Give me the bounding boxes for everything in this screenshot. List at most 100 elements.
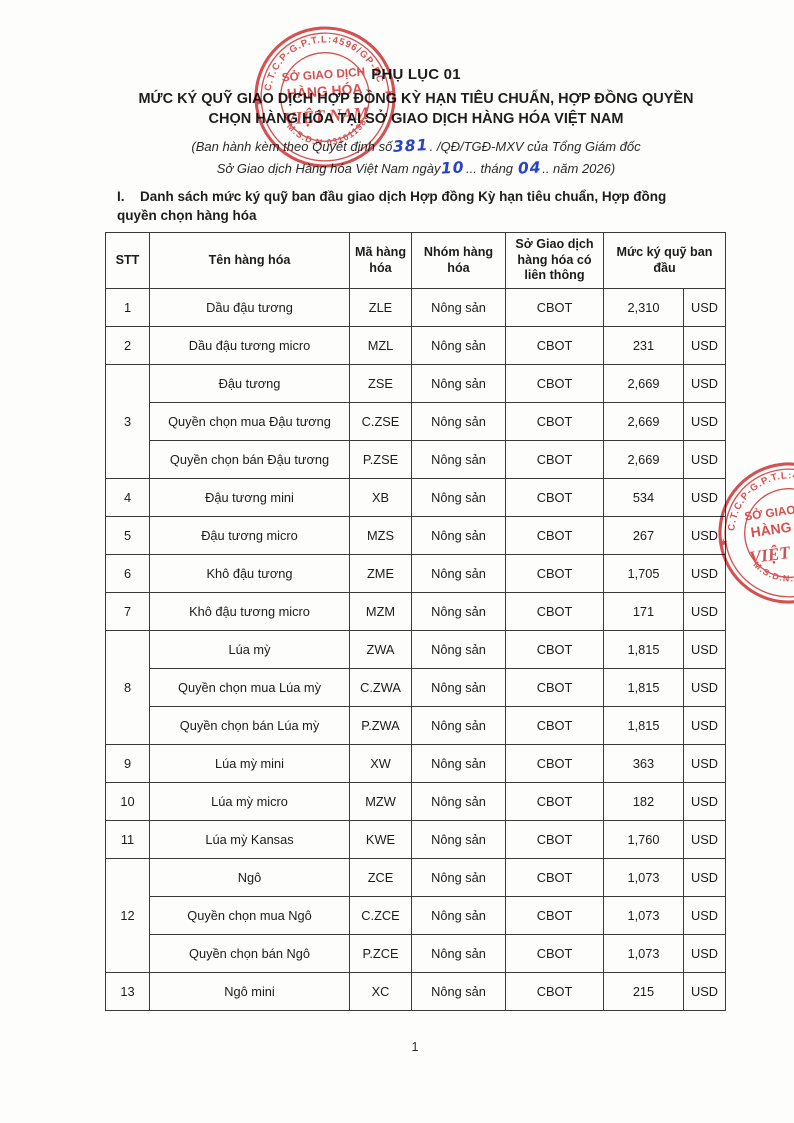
- commodity-code-cell: MZW: [349, 782, 412, 821]
- commodity-name-cell: Đậu tương micro: [149, 516, 350, 555]
- commodity-group-cell: Nông sản: [411, 516, 506, 555]
- handwritten-day: 10: [441, 157, 466, 178]
- commodity-code-cell: P.ZSE: [349, 440, 412, 479]
- margin-value-cell: 267: [603, 516, 684, 555]
- stt-cell: 6: [105, 554, 150, 593]
- currency-cell: USD: [682, 782, 727, 821]
- section-heading: I. Danh sách mức ký quỹ ban đầu giao dịch…: [117, 188, 731, 226]
- stt-cell: 2: [105, 326, 150, 365]
- table-row: 9 Lúa mỳ mini XW Nông sản CBOT 363 USD: [105, 744, 727, 783]
- commodity-name-cell: Quyền chọn mua Lúa mỳ: [149, 668, 350, 707]
- commodity-group-cell: Nông sản: [411, 820, 506, 859]
- exchange-cell: CBOT: [505, 326, 604, 365]
- margin-value-cell: 2,669: [603, 364, 684, 403]
- commodity-group-cell: Nông sản: [411, 288, 506, 327]
- commodity-name-cell: Dầu đậu tương micro: [149, 326, 350, 365]
- commodity-code-cell: ZME: [349, 554, 412, 593]
- table-row: 4 Đậu tương mini XB Nông sản CBOT 534 USD: [105, 478, 727, 517]
- commodity-name-cell: Khô đậu tương micro: [149, 592, 350, 631]
- table-row: 1 Dầu đậu tương ZLE Nông sản CBOT 2,310 USD: [105, 288, 727, 327]
- table-row: Quyền chọn bán Ngô P.ZCE Nông sản CBOT 1,073…: [106, 934, 727, 973]
- exchange-cell: CBOT: [505, 288, 604, 327]
- stt-cell: 7: [105, 592, 150, 631]
- subtitle-text: .. năm 2026): [542, 160, 616, 176]
- header-exchange: Sở Giao dịch hàng hóa có liên thông: [505, 232, 604, 289]
- commodity-code-cell: C.ZCE: [349, 896, 412, 935]
- currency-cell: USD: [682, 630, 727, 669]
- seal-org-line3: VIỆT NAM: [748, 536, 794, 568]
- commodity-code-cell: C.ZWA: [349, 668, 412, 707]
- commodity-group-cell: Nông sản: [411, 934, 506, 973]
- stt-cell: 11: [105, 820, 150, 859]
- commodity-name-cell: Đậu tương: [149, 364, 350, 403]
- table-row: 2 Dầu đậu tương micro MZL Nông sản CBOT 231 US…: [105, 326, 727, 365]
- margin-value-cell: 1,815: [603, 630, 684, 669]
- commodity-name-cell: Ngô: [149, 858, 350, 897]
- table-row: Quyền chọn mua Đậu tương C.ZSE Nông sản CBO…: [106, 402, 727, 441]
- stt-cell: 13: [105, 972, 150, 1011]
- currency-cell: USD: [682, 516, 727, 555]
- header-initial-margin: Mức ký quỹ ban đầu: [602, 232, 727, 289]
- margin-value-cell: 1,760: [603, 820, 684, 859]
- commodity-code-cell: ZLE: [349, 288, 412, 327]
- currency-cell: USD: [682, 478, 727, 517]
- currency-cell: USD: [682, 402, 727, 441]
- seal-outer-top-text: C.T.C.P-G.P.T.L:4596/GP-BC: [719, 462, 794, 533]
- section-number: I.: [117, 189, 125, 204]
- currency-cell: USD: [682, 668, 727, 707]
- margin-value-cell: 1,705: [603, 554, 684, 593]
- page-number: 1: [411, 1040, 419, 1054]
- stt-cell: 10: [105, 782, 150, 821]
- currency-cell: USD: [682, 934, 727, 973]
- commodity-group-cell: Nông sản: [411, 478, 506, 517]
- margin-value-cell: 2,669: [603, 402, 684, 441]
- exchange-cell: CBOT: [505, 820, 604, 859]
- commodity-code-cell: XC: [349, 972, 412, 1011]
- commodity-name-cell: Ngô mini: [149, 972, 350, 1011]
- table-row: 13 Ngô mini XC Nông sản CBOT 215 USD: [105, 972, 727, 1011]
- commodity-name-cell: Lúa mỳ micro: [149, 782, 350, 821]
- commodity-code-cell: ZWA: [349, 630, 412, 669]
- currency-cell: USD: [682, 706, 727, 745]
- currency-cell: USD: [682, 364, 727, 403]
- stt-cell: 5: [105, 516, 150, 555]
- commodity-name-cell: Quyền chọn mua Ngô: [149, 896, 350, 935]
- margin-value-cell: 534: [603, 478, 684, 517]
- commodity-name-cell: Lúa mỳ mini: [149, 744, 350, 783]
- margin-value-cell: 1,073: [603, 858, 684, 897]
- currency-cell: USD: [682, 440, 727, 479]
- commodity-code-cell: KWE: [349, 820, 412, 859]
- commodity-name-cell: Lúa mỳ: [149, 630, 350, 669]
- margin-value-cell: 1,815: [603, 706, 684, 745]
- commodity-group-cell: Nông sản: [411, 782, 506, 821]
- commodity-name-cell: Lúa mỳ Kansas: [149, 820, 350, 859]
- commodity-group-cell: Nông sản: [411, 972, 506, 1011]
- section-heading-line1: Danh sách mức ký quỹ ban đầu giao dịch H…: [140, 189, 667, 204]
- commodity-code-cell: MZL: [349, 326, 412, 365]
- table-row: 5 Đậu tương micro MZS Nông sản CBOT 267 USD: [105, 516, 727, 555]
- seal-org-line2: HÀNG HÓA: [749, 513, 794, 540]
- table-row: 7 Khô đậu tương micro MZM Nông sản CBOT 171 US…: [105, 592, 727, 631]
- commodity-name-cell: Quyền chọn bán Lúa mỳ: [149, 706, 350, 745]
- commodity-code-cell: XW: [349, 744, 412, 783]
- svg-text:C.T.C.P-G.P.T.L:4596/GP-BC: C.T.C.P-G.P.T.L:4596/GP-BC: [719, 462, 794, 533]
- commodity-name-cell: Đậu tương mini: [149, 478, 350, 517]
- document-title: MỨC KÝ QUỸ GIAO DỊCH HỢP ĐỒNG KỲ HẠN TIÊ…: [105, 89, 727, 130]
- stt-cell: 12: [105, 858, 150, 973]
- currency-cell: USD: [682, 592, 727, 631]
- margin-table-body: 1 Dầu đậu tương ZLE Nông sản CBOT 2,310 USD 2 Dầ…: [105, 288, 727, 1011]
- table-row: 12 Ngô ZCE Nông sản CBOT 1,073 USD: [105, 858, 727, 973]
- commodity-group-cell: Nông sản: [411, 440, 506, 479]
- currency-cell: USD: [682, 288, 727, 327]
- currency-cell: USD: [682, 820, 727, 859]
- commodity-group-cell: Nông sản: [411, 326, 506, 365]
- commodity-name-cell: Quyền chọn bán Ngô: [149, 934, 350, 973]
- handwritten-month: 04: [517, 157, 542, 178]
- exchange-cell: CBOT: [505, 858, 604, 897]
- seal-outer-bottom-text: M.S.D.N:03101198: [750, 549, 794, 589]
- handwritten-decision-number: 381: [392, 135, 430, 156]
- stt-cell: 3: [105, 364, 150, 479]
- subtitle-text: (Ban hành kèm theo Quyết định số: [191, 138, 393, 154]
- table-row: 11 Lúa mỳ Kansas KWE Nông sản CBOT 1,760 USD: [105, 820, 727, 859]
- header-stt: STT: [105, 232, 150, 289]
